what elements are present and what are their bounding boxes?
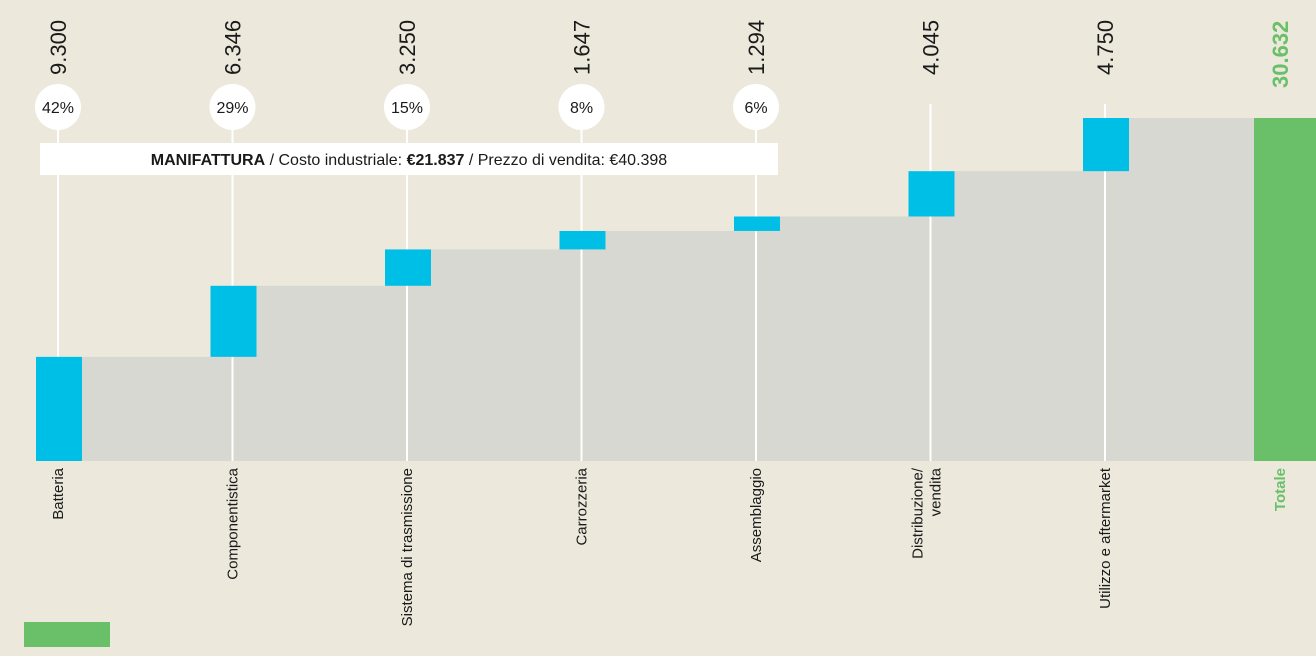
annotation-part: MANIFATTURA bbox=[151, 152, 266, 169]
step-fill bbox=[1129, 118, 1254, 461]
value-label: 9.300 bbox=[46, 20, 71, 75]
step-fill bbox=[954, 171, 1129, 461]
fills bbox=[82, 118, 1254, 461]
category-label: Distribuzione/vendita bbox=[910, 467, 945, 559]
step-fill bbox=[82, 356, 257, 461]
share-badge bbox=[35, 84, 81, 130]
category-label: Batteria bbox=[50, 467, 67, 519]
annotation: MANIFATTURA / Costo industriale: €21.837… bbox=[151, 152, 668, 169]
share-badge bbox=[384, 84, 430, 130]
total-bar bbox=[1254, 118, 1316, 461]
step-fill bbox=[605, 230, 780, 461]
legend-swatch bbox=[24, 622, 110, 647]
segment bbox=[36, 356, 82, 461]
share-label: 42% bbox=[42, 100, 74, 117]
annotation-part: / Costo industriale: bbox=[265, 152, 406, 169]
share-label: 15% bbox=[391, 100, 423, 117]
step-fill bbox=[431, 249, 606, 461]
value-label: 1.294 bbox=[744, 20, 769, 75]
category-label: Utilizzo e aftermarket bbox=[1097, 467, 1114, 609]
step-fill bbox=[780, 216, 955, 461]
segment bbox=[559, 230, 606, 250]
share-label: 8% bbox=[570, 100, 593, 117]
value-label: 4.750 bbox=[1093, 20, 1118, 75]
value-label: 6.346 bbox=[221, 20, 246, 75]
share-badge bbox=[209, 84, 256, 130]
segment bbox=[1083, 118, 1129, 172]
total-label: Totale bbox=[1272, 468, 1289, 511]
annotation-part: / Prezzo di vendita: €40.398 bbox=[464, 152, 667, 169]
annotation-part: €21.837 bbox=[407, 152, 465, 169]
value-label: 1.647 bbox=[570, 20, 595, 75]
step-fill bbox=[256, 285, 431, 461]
segment bbox=[734, 216, 780, 231]
category-label: Componentistica bbox=[225, 467, 242, 579]
segment bbox=[210, 285, 257, 357]
segment bbox=[908, 171, 955, 217]
value-label: 4.045 bbox=[919, 20, 944, 75]
category-label: Sistema di trasmissione bbox=[399, 468, 416, 626]
category-label: Assemblaggio bbox=[748, 468, 765, 562]
share-label: 29% bbox=[216, 100, 248, 117]
value-label: 3.250 bbox=[395, 20, 420, 75]
total-value-label: 30.632 bbox=[1268, 21, 1293, 88]
share-badge bbox=[558, 84, 605, 130]
annotation-box bbox=[40, 143, 778, 175]
share-badge bbox=[733, 84, 779, 130]
category-label: Carrozzeria bbox=[574, 467, 591, 545]
share-label: 6% bbox=[744, 100, 767, 117]
segment bbox=[385, 249, 431, 286]
marks: 9.300 Batteria 6.346 Componentistica 3.250 Si… bbox=[35, 20, 1316, 626]
